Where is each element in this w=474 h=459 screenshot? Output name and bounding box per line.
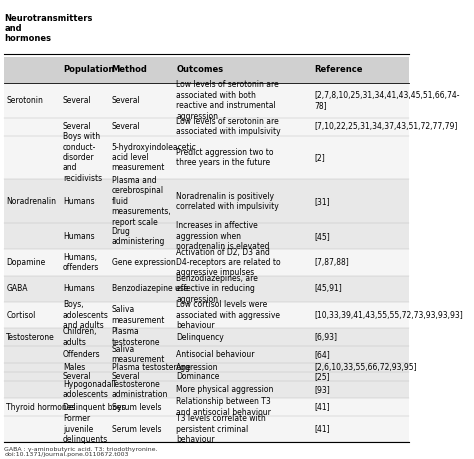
Text: GABA: GABA (6, 284, 27, 293)
Bar (4, 223, 410, 249)
Text: 5-hydroxyindoleacetic
acid level
measurement: 5-hydroxyindoleacetic acid level measure… (111, 143, 196, 172)
Bar (4, 364, 410, 372)
Text: [2]: [2] (314, 153, 325, 162)
Text: [2,7,8,10,25,31,34,41,43,45,51,66,74-
78]: [2,7,8,10,25,31,34,41,43,45,51,66,74- 78… (314, 91, 460, 110)
Text: Several: Several (111, 122, 140, 131)
Text: [45,91]: [45,91] (314, 284, 342, 293)
Text: [25]: [25] (314, 372, 330, 381)
Text: [93]: [93] (314, 385, 330, 394)
Text: Hypogonadal
adolescents: Hypogonadal adolescents (63, 380, 114, 399)
Text: Offenders: Offenders (63, 350, 100, 359)
Text: Humans: Humans (63, 232, 94, 241)
Text: Saliva
measurement: Saliva measurement (111, 305, 165, 325)
Text: Serotonin: Serotonin (6, 96, 43, 105)
Text: Several: Several (63, 96, 91, 105)
Text: Testosterone
administration: Testosterone administration (111, 380, 168, 399)
Text: Thyroid hormones: Thyroid hormones (6, 403, 75, 412)
Bar (4, 398, 410, 416)
Text: Plasma
testosterone: Plasma testosterone (111, 327, 160, 347)
Text: Several: Several (63, 122, 91, 131)
Bar (4, 276, 410, 302)
Text: Dominance: Dominance (176, 372, 220, 381)
Text: Dopamine: Dopamine (6, 258, 46, 267)
Text: Noradrenalin: Noradrenalin (6, 197, 56, 206)
Text: Low levels of serotonin are
associated with impulsivity: Low levels of serotonin are associated w… (176, 117, 281, 136)
Text: Humans: Humans (63, 197, 94, 206)
Text: Neurotransmitters
and
hormones: Neurotransmitters and hormones (4, 14, 92, 44)
Text: [7,10,22,25,31,34,37,43,51,72,77,79]: [7,10,22,25,31,34,37,43,51,72,77,79] (314, 122, 457, 131)
Text: Plasma testosterone: Plasma testosterone (111, 363, 190, 372)
Text: Cortisol: Cortisol (6, 311, 36, 319)
Text: Boys with
conduct-
disorder
and
recidivists: Boys with conduct- disorder and recidivi… (63, 132, 102, 183)
Text: [7,87,88]: [7,87,88] (314, 258, 349, 267)
Text: Low levels of serotonin are
associated with both
reactive and instrumental
aggre: Low levels of serotonin are associated w… (176, 80, 279, 121)
Bar (4, 416, 410, 442)
Text: [31]: [31] (314, 197, 330, 206)
Bar (4, 179, 410, 223)
Text: Predict aggression two to
three years in the future: Predict aggression two to three years in… (176, 148, 274, 167)
Bar (4, 57, 410, 83)
Text: Several: Several (63, 372, 91, 381)
Bar (4, 328, 410, 346)
Text: Method: Method (111, 65, 147, 74)
Bar (4, 118, 410, 135)
Text: Saliva
measurement: Saliva measurement (111, 345, 165, 364)
Text: GABA : γ-aminobutyric acid. T3: triodothyronine.
doi:10.1371/journal.pone.011067: GABA : γ-aminobutyric acid. T3: triodoth… (4, 447, 158, 458)
Text: Reference: Reference (314, 65, 363, 74)
Text: Increases in affective
aggression when
noradrenalin is elevated: Increases in affective aggression when n… (176, 221, 270, 251)
Bar (4, 249, 410, 276)
Text: Children,
adults: Children, adults (63, 327, 98, 347)
Text: Males: Males (63, 363, 85, 372)
Text: Antisocial behaviour: Antisocial behaviour (176, 350, 255, 359)
Text: Activation of D2, D3 and
D4-receptors are related to
aggressive impulses: Activation of D2, D3 and D4-receptors ar… (176, 248, 281, 278)
Bar (4, 372, 410, 381)
Text: [45]: [45] (314, 232, 330, 241)
Text: Humans: Humans (63, 284, 94, 293)
Text: Low cortisol levels were
associated with aggressive
behaviour: Low cortisol levels were associated with… (176, 300, 281, 330)
Text: [41]: [41] (314, 425, 330, 433)
Text: Aggression: Aggression (176, 363, 219, 372)
Text: [6,93]: [6,93] (314, 332, 337, 341)
Text: Boys,
adolescents
and adults: Boys, adolescents and adults (63, 300, 109, 330)
Text: [2,6,10,33,55,66,72,93,95]: [2,6,10,33,55,66,72,93,95] (314, 363, 417, 372)
Bar (4, 83, 410, 118)
Text: T3 levels correlate with
persistent criminal
behaviour: T3 levels correlate with persistent crim… (176, 414, 266, 444)
Text: Former
juvenile
delinquents: Former juvenile delinquents (63, 414, 108, 444)
Bar (4, 302, 410, 328)
Text: Several: Several (111, 96, 140, 105)
Text: Plasma and
cerebrospinal
fluid
measurements,
report scale: Plasma and cerebrospinal fluid measureme… (111, 176, 171, 227)
Bar (4, 381, 410, 398)
Text: Drug
administering: Drug administering (111, 227, 165, 246)
Text: Gene expression: Gene expression (111, 258, 175, 267)
Text: Benzodiazepine use: Benzodiazepine use (111, 284, 188, 293)
Text: Serum levels: Serum levels (111, 425, 161, 433)
Text: Several: Several (111, 372, 140, 381)
Text: Benzodiazepines, are
effective in reducing
aggression: Benzodiazepines, are effective in reduci… (176, 274, 258, 304)
Bar (4, 346, 410, 364)
Text: Delinquency: Delinquency (176, 332, 224, 341)
Text: Population: Population (63, 65, 114, 74)
Text: Outcomes: Outcomes (176, 65, 224, 74)
Text: More physical aggression: More physical aggression (176, 385, 274, 394)
Text: Delinquent boys: Delinquent boys (63, 403, 126, 412)
Text: Relationship between T3
and antisocial behaviour: Relationship between T3 and antisocial b… (176, 397, 271, 417)
Text: [41]: [41] (314, 403, 330, 412)
Text: [10,33,39,41,43,55,55,72,73,93,93,93]: [10,33,39,41,43,55,55,72,73,93,93,93] (314, 311, 463, 319)
Text: Serum levels: Serum levels (111, 403, 161, 412)
Text: [64]: [64] (314, 350, 330, 359)
Text: Humans,
offenders: Humans, offenders (63, 253, 100, 272)
Text: Testosterone: Testosterone (6, 332, 55, 341)
Bar (4, 135, 410, 179)
Text: Noradrenalin is positively
correlated with impulsivity: Noradrenalin is positively correlated wi… (176, 191, 279, 211)
